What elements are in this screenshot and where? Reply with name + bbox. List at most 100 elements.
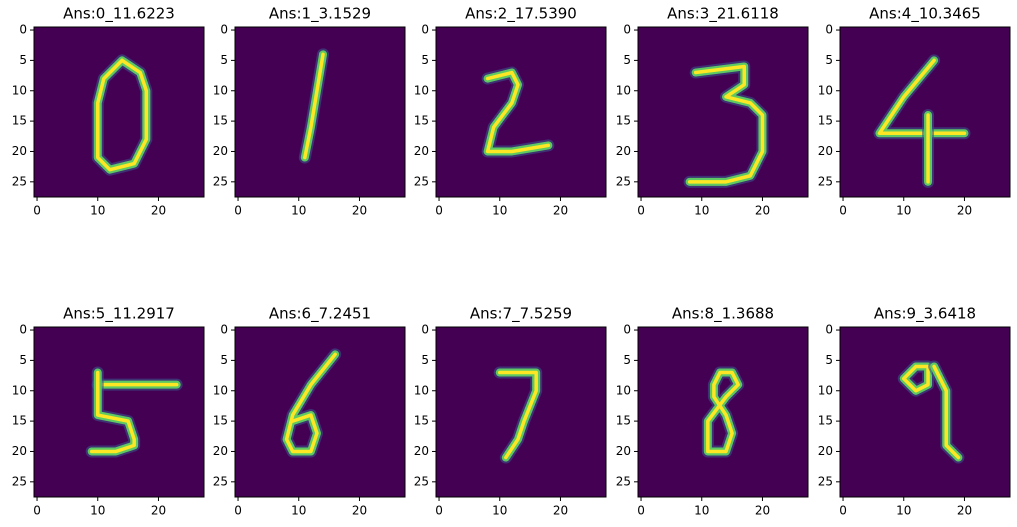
digit-core — [89, 370, 136, 454]
y-tick-label: 20 — [12, 444, 27, 458]
y-tick-label: 0 — [421, 23, 429, 37]
y-tick-label: 5 — [825, 353, 833, 367]
digit-core — [877, 58, 967, 135]
y-tick-label: 0 — [623, 23, 631, 37]
x-tick-label: 20 — [151, 504, 166, 518]
subplot-title: Ans:6_7.2451 — [269, 305, 371, 324]
axes-frame — [234, 326, 406, 498]
x-tick-label: 0 — [33, 504, 41, 518]
y-tick-label: 15 — [213, 114, 228, 128]
y-tick-label: 25 — [616, 474, 631, 488]
y-tick-label: 10 — [616, 383, 631, 397]
y-tick-label: 15 — [616, 414, 631, 428]
y-tick-label: 15 — [12, 414, 27, 428]
x-tick-label: 10 — [90, 204, 105, 218]
x-tick-label: 10 — [694, 204, 709, 218]
y-tick-label: 10 — [213, 83, 228, 97]
y-tick-label: 10 — [818, 383, 833, 397]
x-tick-label: 20 — [352, 504, 367, 518]
x-tick-label: 10 — [492, 504, 507, 518]
y-tick-label: 15 — [213, 414, 228, 428]
axes-frame — [839, 326, 1011, 498]
digit-core — [485, 70, 551, 154]
x-tick-label: 10 — [90, 504, 105, 518]
y-tick-label: 10 — [616, 83, 631, 97]
x-tick-label: 20 — [755, 204, 770, 218]
subplot-title: Ans:0_11.6223 — [63, 5, 175, 24]
x-tick-label: 0 — [637, 504, 645, 518]
y-tick-label: 0 — [623, 323, 631, 337]
x-tick-label: 10 — [291, 204, 306, 218]
x-tick-label: 10 — [492, 204, 507, 218]
x-tick-label: 0 — [839, 504, 847, 518]
x-tick-label: 20 — [352, 204, 367, 218]
y-tick-label: 0 — [19, 323, 27, 337]
axes-frame — [637, 26, 809, 198]
y-tick-label: 5 — [623, 353, 631, 367]
y-tick-label: 10 — [12, 83, 27, 97]
y-tick-label: 5 — [19, 53, 27, 67]
y-tick-label: 25 — [414, 474, 429, 488]
subplot-title: Ans:3_21.6118 — [667, 5, 779, 24]
axes-frame — [435, 26, 607, 198]
x-tick-label: 10 — [896, 204, 911, 218]
digit-core — [284, 352, 337, 454]
digit-core — [932, 364, 961, 460]
y-tick-label: 0 — [825, 323, 833, 337]
subplot-title: Ans:2_17.5390 — [465, 5, 577, 24]
image-background — [436, 27, 606, 197]
x-tick-label: 20 — [957, 504, 972, 518]
y-tick-label: 10 — [414, 83, 429, 97]
y-tick-label: 25 — [616, 174, 631, 188]
y-tick-label: 15 — [818, 414, 833, 428]
image-background — [638, 27, 808, 197]
y-tick-label: 15 — [616, 114, 631, 128]
x-tick-label: 0 — [234, 204, 242, 218]
axes-frame — [33, 326, 205, 498]
digit-core — [902, 364, 930, 393]
digit-core — [303, 52, 325, 160]
digit-core — [706, 370, 740, 454]
axes-frame — [637, 326, 809, 498]
image-background — [34, 327, 204, 497]
y-tick-label: 20 — [818, 144, 833, 158]
y-tick-label: 10 — [12, 383, 27, 397]
x-tick-label: 20 — [957, 204, 972, 218]
y-tick-label: 5 — [19, 353, 27, 367]
digit-core — [498, 370, 538, 460]
axes-frame — [839, 26, 1011, 198]
y-tick-label: 0 — [19, 23, 27, 37]
subplot-title: Ans:5_11.2917 — [63, 305, 175, 324]
subplot-title: Ans:9_3.6418 — [874, 305, 976, 324]
y-tick-label: 15 — [818, 114, 833, 128]
x-tick-label: 0 — [33, 204, 41, 218]
y-tick-label: 0 — [220, 323, 228, 337]
x-tick-label: 0 — [435, 204, 443, 218]
y-tick-label: 20 — [12, 144, 27, 158]
y-tick-label: 15 — [414, 414, 429, 428]
y-tick-label: 5 — [623, 53, 631, 67]
y-tick-label: 0 — [220, 23, 228, 37]
y-tick-label: 20 — [414, 144, 429, 158]
subplot-title: Ans:7_7.5259 — [470, 305, 572, 324]
y-tick-label: 25 — [213, 474, 228, 488]
image-background — [235, 327, 405, 497]
y-tick-label: 20 — [818, 444, 833, 458]
y-tick-label: 10 — [213, 383, 228, 397]
y-tick-label: 20 — [616, 444, 631, 458]
y-tick-label: 20 — [616, 144, 631, 158]
y-tick-label: 5 — [421, 353, 429, 367]
x-tick-label: 0 — [839, 204, 847, 218]
y-tick-label: 15 — [414, 114, 429, 128]
y-tick-label: 5 — [825, 53, 833, 67]
y-tick-label: 10 — [818, 83, 833, 97]
subplot-title: Ans:1_3.1529 — [269, 5, 371, 24]
y-tick-label: 15 — [12, 114, 27, 128]
image-background — [840, 327, 1010, 497]
y-tick-label: 25 — [414, 174, 429, 188]
axes-frame — [234, 26, 406, 198]
y-tick-label: 5 — [421, 53, 429, 67]
y-tick-label: 5 — [220, 353, 228, 367]
